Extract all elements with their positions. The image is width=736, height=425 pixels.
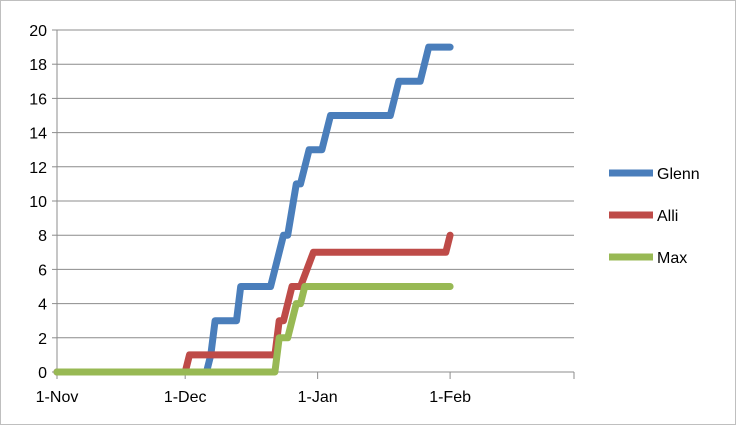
y-tick-label: 2 [38, 331, 47, 348]
grid-lines [57, 29, 574, 339]
y-tick-label: 4 [38, 297, 47, 314]
y-tick-label: 16 [29, 91, 47, 108]
y-tick-label: 8 [38, 228, 47, 245]
x-tick-label: 1-Jan [298, 389, 338, 406]
legend: Glenn Alli Max [609, 166, 700, 267]
legend-label-max: Max [657, 250, 687, 267]
y-tick-labels: 0 2 4 6 8 10 12 14 16 18 20 [29, 23, 47, 382]
y-tick-label: 18 [29, 57, 47, 74]
x-tick-label: 1-Nov [36, 389, 79, 406]
x-tick-label: 1-Dec [164, 389, 207, 406]
series-lines [53, 43, 454, 376]
y-tick-label: 14 [29, 126, 47, 143]
legend-label-glenn: Glenn [657, 166, 700, 183]
y-tick-label: 0 [38, 365, 47, 382]
legend-label-alli: Alli [657, 208, 678, 225]
series-line-max [53, 283, 454, 376]
y-tick-label: 12 [29, 160, 47, 177]
axes [52, 29, 575, 379]
series-line-glenn [53, 43, 454, 376]
x-tick-labels: 1-Nov 1-Dec 1-Jan 1-Feb [36, 389, 471, 406]
x-tick-label: 1-Feb [429, 389, 471, 406]
y-tick-label: 6 [38, 262, 47, 279]
y-tick-label: 20 [29, 23, 47, 40]
series-line-alli [53, 231, 454, 376]
y-tick-label: 10 [29, 194, 47, 211]
